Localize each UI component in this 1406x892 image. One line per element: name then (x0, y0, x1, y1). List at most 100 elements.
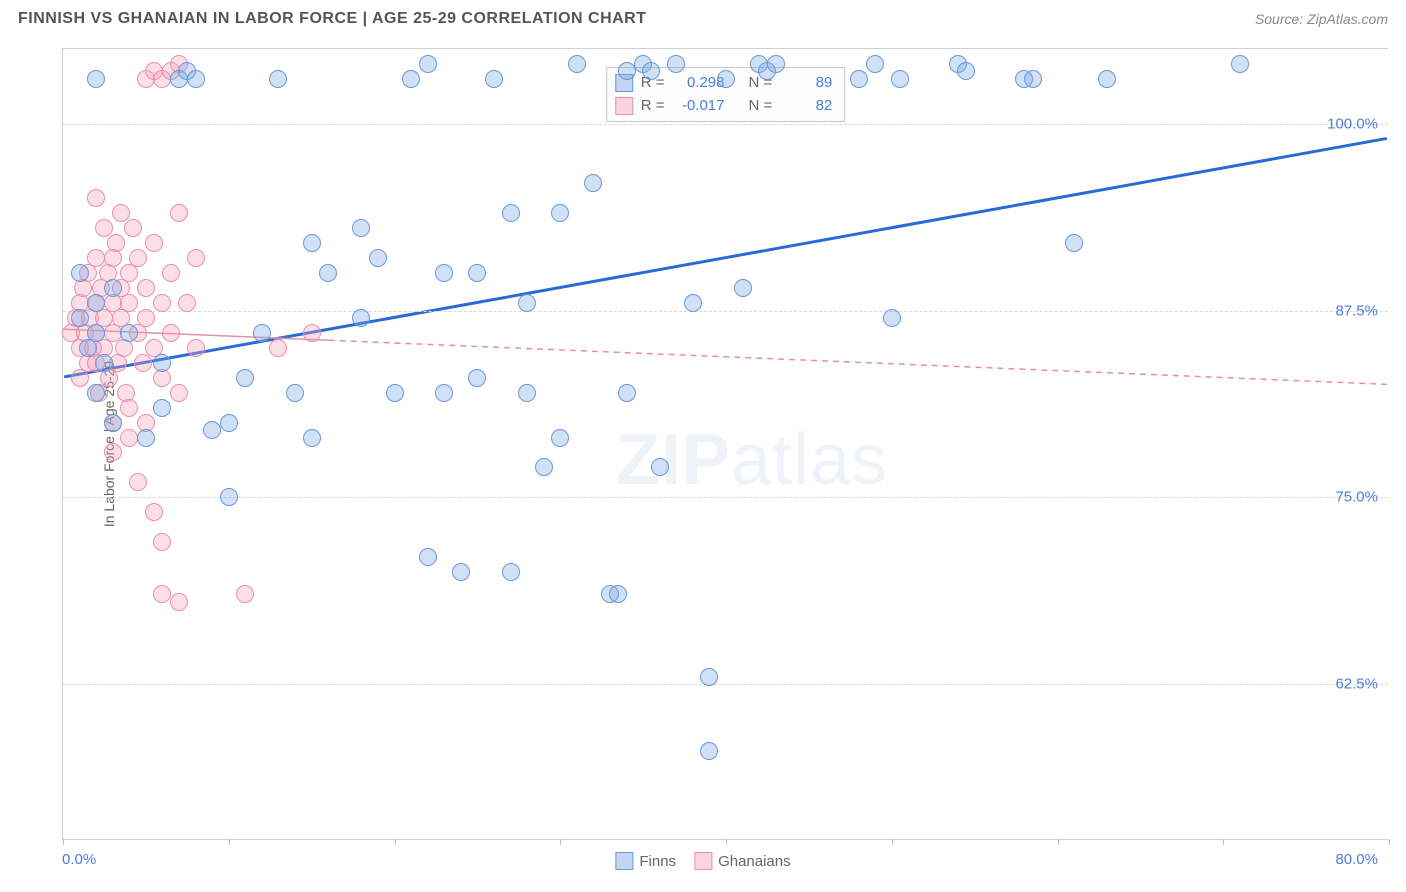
data-point-finns (767, 55, 785, 73)
data-point-finns (485, 70, 503, 88)
data-point-finns (319, 264, 337, 282)
data-point-finns (352, 219, 370, 237)
stats-n-ghanaians: 82 (780, 95, 832, 118)
data-point-finns (87, 294, 105, 312)
data-point-ghanaians (145, 234, 163, 252)
x-tick (1058, 839, 1059, 845)
swatch-blue-icon (615, 852, 633, 870)
legend-label-ghanaians: Ghanaians (718, 853, 791, 870)
x-tick (229, 839, 230, 845)
data-point-finns (551, 429, 569, 447)
x-tick (1223, 839, 1224, 845)
data-point-finns (891, 70, 909, 88)
x-axis-max-label: 80.0% (1335, 851, 1378, 868)
data-point-finns (87, 384, 105, 402)
data-point-finns (303, 429, 321, 447)
stats-r-label: R = (641, 95, 665, 118)
data-point-ghanaians (178, 294, 196, 312)
x-tick (395, 839, 396, 845)
data-point-finns (220, 488, 238, 506)
data-point-finns (568, 55, 586, 73)
legend: Finns Ghanaians (615, 852, 790, 870)
data-point-ghanaians (87, 189, 105, 207)
data-point-finns (435, 264, 453, 282)
data-point-ghanaians (134, 354, 152, 372)
trend-line-dashed (329, 340, 1387, 384)
data-point-finns (1024, 70, 1042, 88)
data-point-ghanaians (170, 204, 188, 222)
data-point-finns (1098, 70, 1116, 88)
data-point-finns (236, 369, 254, 387)
swatch-pink-icon (694, 852, 712, 870)
data-point-finns (153, 399, 171, 417)
data-point-finns (137, 429, 155, 447)
data-point-ghanaians (153, 533, 171, 551)
data-point-finns (551, 204, 569, 222)
data-point-ghanaians (137, 279, 155, 297)
data-point-finns (120, 324, 138, 342)
data-point-finns (435, 384, 453, 402)
data-point-finns (71, 264, 89, 282)
x-tick (1389, 839, 1390, 845)
chart-area: In Labor Force | Age 25-29 ZIPatlas R = … (18, 48, 1388, 840)
data-point-finns (850, 70, 868, 88)
plot-area: ZIPatlas R = 0.298 N = 89 R = -0.017 N =… (62, 48, 1388, 840)
data-point-ghanaians (107, 234, 125, 252)
data-point-finns (468, 369, 486, 387)
data-point-ghanaians (162, 324, 180, 342)
data-point-finns (369, 249, 387, 267)
grid-line (63, 311, 1388, 312)
stats-row-ghanaians: R = -0.017 N = 82 (615, 95, 833, 118)
data-point-finns (386, 384, 404, 402)
data-point-finns (883, 309, 901, 327)
data-point-finns (518, 294, 536, 312)
data-point-finns (1231, 55, 1249, 73)
data-point-finns (502, 563, 520, 581)
data-point-ghanaians (145, 503, 163, 521)
y-tick-label: 75.0% (1335, 489, 1378, 506)
legend-item-finns: Finns (615, 852, 676, 870)
data-point-ghanaians (120, 429, 138, 447)
trend-lines-svg (63, 49, 1388, 839)
data-point-finns (352, 309, 370, 327)
stats-r-ghanaians: -0.017 (673, 95, 725, 118)
stats-n-label: N = (749, 95, 773, 118)
data-point-finns (95, 354, 113, 372)
x-tick (560, 839, 561, 845)
data-point-finns (684, 294, 702, 312)
data-point-ghanaians (153, 585, 171, 603)
data-point-ghanaians (104, 443, 122, 461)
data-point-finns (734, 279, 752, 297)
data-point-ghanaians (120, 399, 138, 417)
swatch-pink-icon (615, 97, 633, 115)
data-point-finns (203, 421, 221, 439)
data-point-ghanaians (162, 264, 180, 282)
data-point-finns (468, 264, 486, 282)
data-point-ghanaians (187, 249, 205, 267)
data-point-finns (303, 234, 321, 252)
data-point-finns (1065, 234, 1083, 252)
data-point-finns (220, 414, 238, 432)
legend-label-finns: Finns (639, 853, 676, 870)
data-point-finns (419, 548, 437, 566)
data-point-ghanaians (129, 473, 147, 491)
data-point-finns (518, 384, 536, 402)
data-point-finns (642, 62, 660, 80)
data-point-finns (104, 414, 122, 432)
data-point-finns (700, 668, 718, 686)
data-point-finns (700, 742, 718, 760)
data-point-ghanaians (124, 219, 142, 237)
data-point-ghanaians (170, 593, 188, 611)
data-point-finns (609, 585, 627, 603)
x-tick (892, 839, 893, 845)
data-point-ghanaians (129, 249, 147, 267)
data-point-finns (452, 563, 470, 581)
data-point-finns (87, 70, 105, 88)
data-point-finns (651, 458, 669, 476)
data-point-finns (187, 70, 205, 88)
x-tick (63, 839, 64, 845)
data-point-finns (667, 55, 685, 73)
data-point-finns (618, 384, 636, 402)
chart-title: FINNISH VS GHANAIAN IN LABOR FORCE | AGE… (18, 10, 647, 28)
data-point-ghanaians (120, 294, 138, 312)
